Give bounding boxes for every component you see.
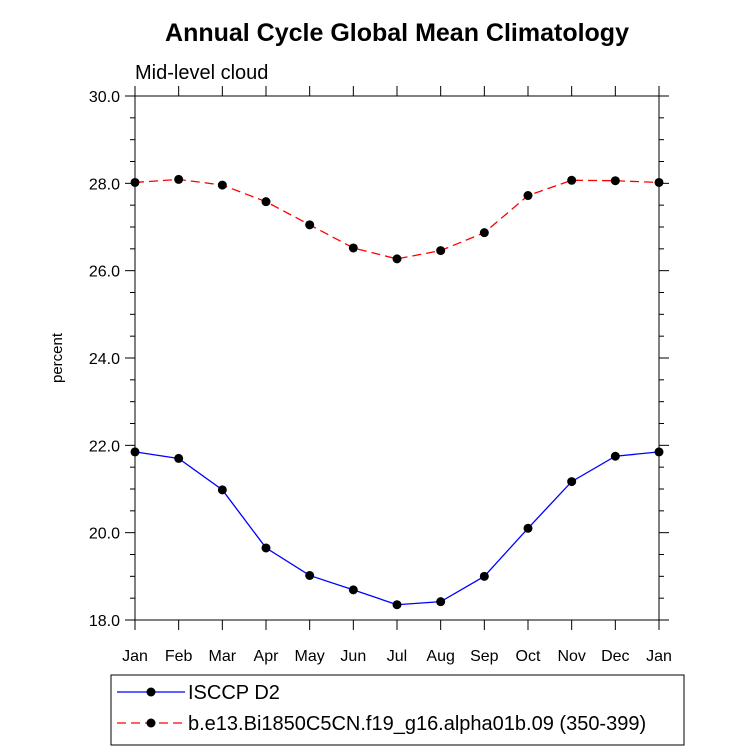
x-tick-label: Sep (470, 648, 499, 665)
data-point-series-1 (567, 175, 577, 185)
axis-ticks: 18.0 20.0 22.0 24.0 26.0 28.0 30.0 Jan Feb Mar Apr… (89, 86, 672, 665)
y-tick-label: 18.0 (89, 613, 120, 630)
x-tick-label: Aug (426, 648, 454, 665)
x-tick-label: Apr (254, 648, 280, 665)
data-point-series-0 (654, 447, 664, 457)
data-point-series-1 (348, 243, 358, 253)
data-point-series-1 (174, 174, 184, 184)
x-tick-label: Jun (340, 648, 366, 665)
legend-marker-1 (146, 718, 156, 728)
data-point-series-0 (348, 585, 358, 595)
data-point-series-1 (261, 197, 271, 207)
legend-box (110, 674, 685, 746)
data-point-series-0 (174, 453, 184, 463)
data-point-series-0 (567, 477, 577, 487)
legend-label-1: b.e13.Bi1850C5CN.f19_g16.alpha01b.09 (35… (188, 713, 646, 735)
x-tick-label: Nov (557, 648, 585, 665)
chart-subtitle: Mid-level cloud (135, 62, 268, 84)
data-point-series-1 (479, 228, 489, 238)
y-tick-label: 30.0 (89, 89, 120, 106)
x-tick-label: Dec (601, 648, 629, 665)
x-tick-label: Mar (209, 648, 237, 665)
series-line-1 (134, 178, 660, 260)
data-point-series-0 (523, 523, 533, 533)
data-point-series-1 (523, 191, 533, 201)
data-point-series-1 (130, 177, 140, 187)
x-tick-label: Jan (646, 648, 672, 665)
y-tick-label: 20.0 (89, 526, 120, 543)
data-point-series-0 (392, 600, 402, 610)
y-tick-label: 26.0 (89, 264, 120, 281)
data-point-series-1 (392, 254, 402, 264)
series-line-0 (134, 451, 660, 606)
x-tick-label: Jan (122, 648, 148, 665)
x-tick-label: Jul (387, 648, 407, 665)
data-point-series-1 (305, 220, 315, 230)
data-point-series-1 (654, 177, 664, 187)
data-point-series-0 (305, 570, 315, 580)
data-point-series-1 (610, 176, 620, 186)
data-point-series-0 (479, 571, 489, 581)
x-tick-label: Feb (165, 648, 193, 665)
data-point-series-0 (436, 597, 446, 607)
plot-area-frame (134, 95, 660, 621)
y-tick-label: 22.0 (89, 438, 120, 455)
chart-title: Annual Cycle Global Mean Climatology (165, 19, 629, 47)
data-point-series-0 (217, 485, 227, 495)
y-tick-label: 24.0 (89, 351, 120, 368)
y-axis-label: percent (49, 332, 66, 383)
data-point-series-1 (436, 246, 446, 256)
legend-marker-0 (146, 687, 156, 697)
series-lines (134, 178, 660, 606)
y-tick-label: 28.0 (89, 176, 120, 193)
x-tick-label: Oct (516, 648, 541, 665)
data-point-series-0 (261, 543, 271, 553)
x-tick-label: May (295, 648, 325, 665)
data-point-series-1 (217, 180, 227, 190)
legend-label-0: ISCCP D2 (188, 682, 280, 704)
data-point-series-0 (130, 447, 140, 457)
series-points (130, 174, 664, 610)
data-point-series-0 (610, 451, 620, 461)
legend: ISCCP D2 b.e13.Bi1850C5CN.f19_g16.alpha01… (110, 674, 685, 746)
